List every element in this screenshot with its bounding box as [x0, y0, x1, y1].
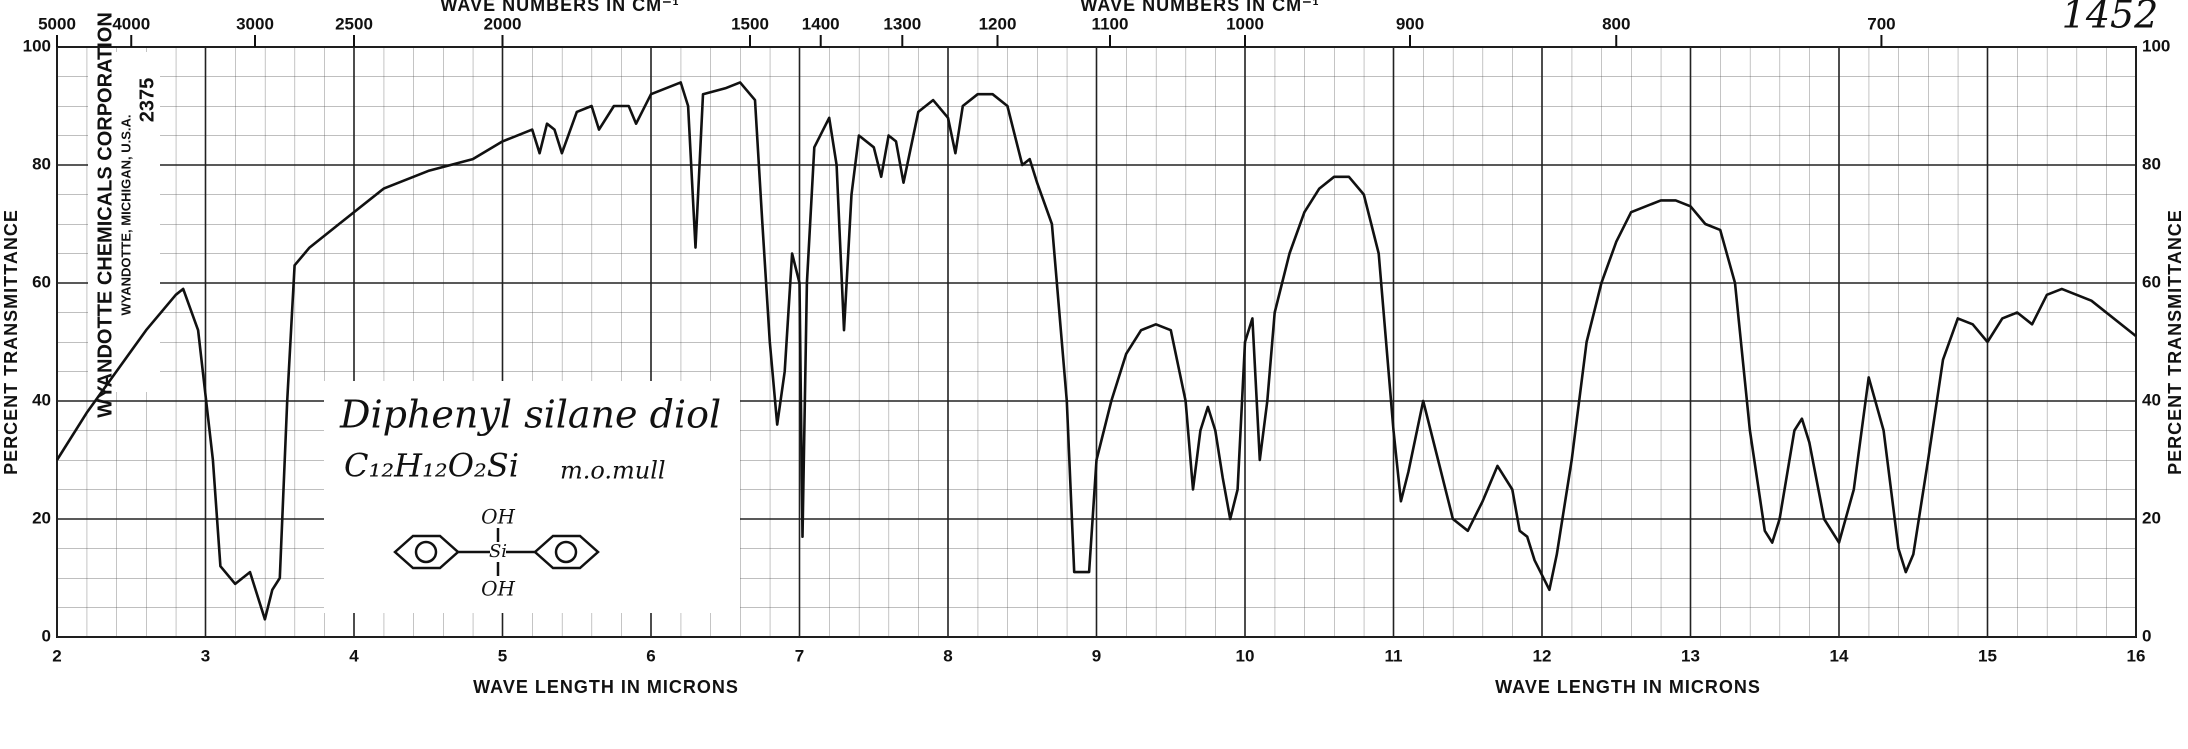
x2-tick-label: 900	[1396, 14, 1424, 33]
x2-tick-label: 1000	[1226, 14, 1264, 33]
x2-axis-title: WAVE NUMBERS IN CM⁻¹	[440, 0, 679, 15]
x-tick-label: 8	[943, 646, 952, 665]
stamp-background	[88, 52, 160, 392]
x-tick-label: 14	[1830, 646, 1849, 665]
x-tick-label: 11	[1385, 646, 1403, 665]
y-tick-label: 60	[32, 272, 51, 291]
x-axis-title: WAVE LENGTH IN MICRONS	[473, 677, 739, 697]
y-tick-label: 80	[2142, 154, 2161, 173]
x-tick-label: 13	[1681, 646, 1700, 665]
x-tick-label: 15	[1978, 646, 1997, 665]
chart-title: 1452	[2062, 0, 2159, 37]
x-tick-label: 10	[1236, 646, 1255, 665]
x2-tick-label: 1400	[802, 14, 840, 33]
x2-tick-label: 700	[1867, 14, 1895, 33]
x2-tick-label: 1200	[979, 14, 1017, 33]
x2-tick-label: 800	[1602, 14, 1630, 33]
y-tick-label: 20	[32, 508, 51, 527]
x-tick-label: 3	[201, 646, 210, 665]
x2-tick-label: 2000	[484, 14, 522, 33]
x2-tick-label: 5000	[38, 14, 76, 33]
y-tick-label: 0	[42, 626, 51, 645]
x2-tick-label: 1100	[1092, 14, 1129, 33]
compound-formula: C₁₂H₁₂O₂Si	[344, 447, 519, 485]
x-tick-label: 9	[1092, 646, 1101, 665]
company-location: WYANDOTTE, MICHIGAN, U.S.A.	[118, 114, 133, 315]
structure-drawing	[393, 528, 600, 576]
x-tick-label: 12	[1533, 646, 1552, 665]
y-tick-label: 40	[2142, 390, 2161, 409]
x2-tick-label: 1500	[731, 14, 769, 33]
x-tick-label: 2	[52, 646, 61, 665]
annotation-box	[324, 381, 740, 613]
compound-name: Diphenyl silane diol	[339, 393, 721, 437]
hydroxyl-label: OH	[481, 505, 515, 529]
chart-number: 2375	[136, 78, 158, 123]
y-tick-label: 60	[2142, 272, 2161, 291]
hydroxyl-label: OH	[481, 577, 515, 601]
y-tick-label: 80	[32, 154, 51, 173]
x2-axis-title: WAVE NUMBERS IN CM⁻¹	[1080, 0, 1319, 15]
company-name: WYANDOTTE CHEMICALS CORPORATION	[94, 12, 116, 418]
y-tick-label: 100	[2142, 36, 2170, 55]
y-axis-title: PERCENT TRANSMITTANCE	[1, 209, 21, 475]
x-tick-label: 16	[2127, 646, 2146, 665]
spectrum-line	[55, 81, 2137, 621]
y-tick-label: 20	[2142, 508, 2161, 527]
x2-tick-label: 2500	[335, 14, 373, 33]
x-tick-label: 4	[349, 646, 359, 665]
x2-tick-label: 4000	[112, 14, 150, 33]
y-tick-label: 100	[23, 36, 51, 55]
sample-medium: m.o.mull	[560, 457, 666, 485]
silicon-atom: Si	[489, 541, 507, 562]
x-tick-label: 7	[795, 646, 804, 665]
y-tick-label: 0	[2142, 626, 2151, 645]
x-axis-title: WAVE LENGTH IN MICRONS	[1495, 677, 1761, 697]
y-axis-title: PERCENT TRANSMITTANCE	[2165, 209, 2185, 475]
x-tick-label: 5	[498, 646, 507, 665]
x2-tick-label: 3000	[236, 14, 274, 33]
y-tick-label: 40	[32, 390, 51, 409]
x2-tick-label: 1300	[883, 14, 921, 33]
x-tick-label: 6	[646, 646, 655, 665]
